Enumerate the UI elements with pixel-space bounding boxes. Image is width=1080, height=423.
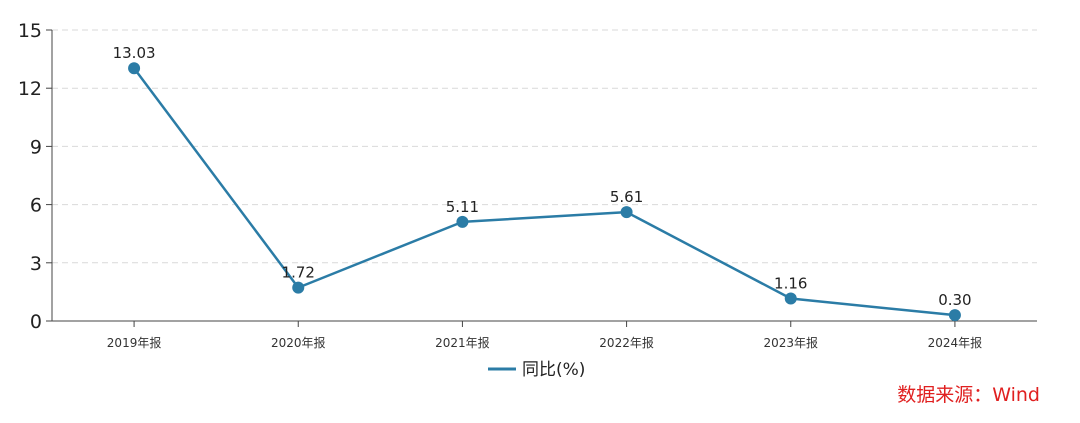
- y-tick-label: 12: [18, 78, 42, 100]
- x-tick-label: 2023年报: [763, 335, 818, 350]
- data-labels: 13.03 1.72 5.11 5.61 1.16 0.30: [113, 44, 972, 309]
- x-tick-label: 2019年报: [107, 335, 162, 350]
- data-label: 5.11: [446, 198, 479, 216]
- legend-label: 同比(%): [522, 360, 585, 380]
- axes: [46, 29, 1037, 327]
- y-tick-label: 3: [30, 253, 42, 275]
- data-points: [128, 62, 961, 322]
- data-point: [292, 281, 305, 294]
- x-tick-labels: 2019年报 2020年报 2021年报 2022年报 2023年报 2024年报: [107, 335, 982, 350]
- source-note: 数据来源：Wind: [897, 384, 1040, 406]
- x-tick-label: 2022年报: [599, 335, 654, 350]
- data-label: 1.16: [774, 274, 807, 292]
- data-label: 5.61: [610, 188, 643, 206]
- data-label: 0.30: [938, 291, 971, 309]
- data-label: 1.72: [282, 264, 315, 282]
- legend: 同比(%): [488, 360, 585, 380]
- y-tick-label: 9: [30, 136, 42, 158]
- grid-lines: [52, 29, 1037, 264]
- data-point: [948, 309, 961, 322]
- y-tick-label: 0: [30, 311, 42, 333]
- data-point: [456, 215, 469, 228]
- data-point: [620, 206, 633, 219]
- x-tick-label: 2024年报: [928, 335, 983, 350]
- y-tick-label: 6: [30, 195, 42, 217]
- series-line-group: [133, 67, 956, 317]
- x-tick-label: 2021年报: [435, 335, 490, 350]
- y-tick-labels: 0 3 6 9 12 15: [18, 20, 42, 333]
- data-point: [784, 292, 797, 305]
- y-tick-label: 15: [18, 20, 42, 42]
- data-label: 13.03: [113, 44, 156, 62]
- x-tick-label: 2020年报: [271, 335, 326, 350]
- series-line: [133, 67, 956, 317]
- data-point: [128, 62, 141, 75]
